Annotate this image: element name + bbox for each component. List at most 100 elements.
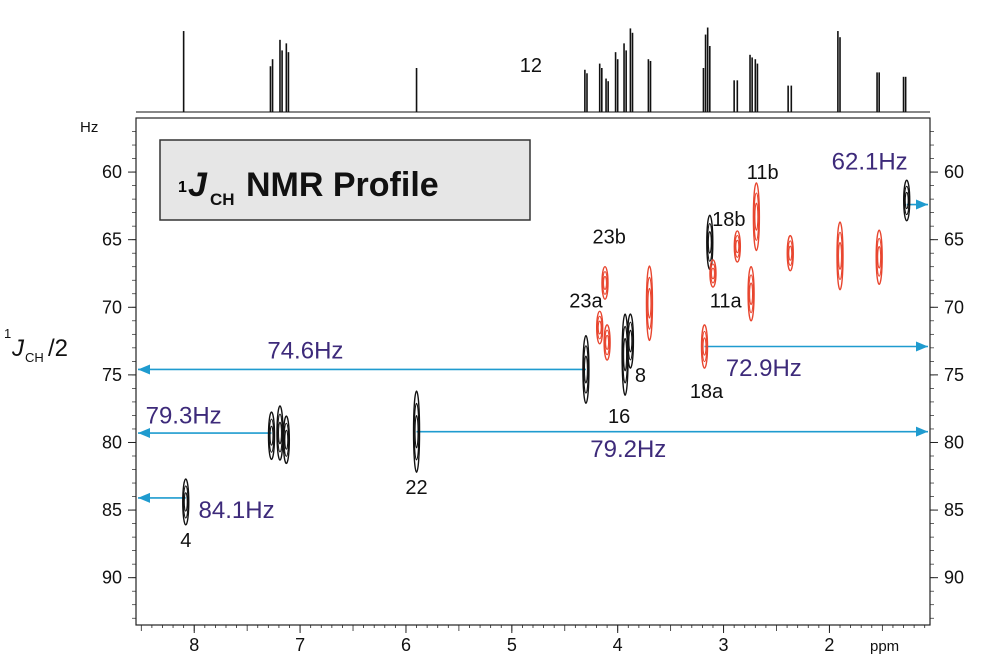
annotation-label: 11b (747, 162, 779, 184)
peak-contour (700, 324, 709, 369)
ylabel-subscript: CH (25, 350, 44, 365)
peak-contour (268, 418, 275, 453)
x-tick-label: 3 (719, 635, 729, 655)
peak-contour (836, 221, 844, 291)
cross-peak (603, 324, 611, 361)
coupling-arrow-head (916, 426, 928, 437)
peak-contour (603, 275, 607, 290)
cross-peak (747, 266, 755, 322)
peak-contour (903, 179, 911, 222)
y-tick-label-left: 70 (102, 297, 122, 317)
peak-contour (647, 287, 652, 319)
peak-contour (707, 231, 712, 254)
y-tick-label-right: 65 (944, 230, 964, 250)
y-tick-label-right: 60 (944, 162, 964, 182)
peak-contour (701, 330, 708, 363)
y-tick-label-left: 60 (102, 162, 122, 182)
y-tick-label-left: 65 (102, 230, 122, 250)
y-tick-label-left: 90 (102, 568, 122, 588)
y-tick-label-right: 85 (944, 500, 964, 520)
cross-peak (645, 265, 654, 342)
peak-contour (605, 334, 610, 350)
peak-contour (837, 231, 843, 281)
peak-contour (748, 274, 754, 314)
cross-peak (752, 182, 761, 252)
peak-contour (603, 324, 611, 361)
cross-peak (276, 405, 284, 461)
y-tick-label-left: 80 (102, 432, 122, 452)
peak-contour (877, 245, 882, 269)
peak-label: 8 (635, 365, 646, 387)
peak-contour (626, 313, 635, 369)
cross-peak (582, 334, 590, 404)
ylabel-rest: /2 (48, 335, 68, 362)
peak-contour (595, 310, 604, 345)
peak-label: 4 (180, 530, 191, 552)
x-tick-label: 6 (401, 635, 411, 655)
ylabel-superscript: 1 (4, 326, 11, 341)
peak-contour (597, 320, 602, 335)
peak-contour (788, 245, 793, 261)
peak-contour (277, 413, 283, 453)
cross-peak (836, 221, 844, 291)
annotation-label: 11a (710, 290, 743, 312)
y-tick-label-right: 75 (944, 365, 964, 385)
cross-peak (595, 310, 604, 345)
cross-peak (709, 259, 717, 288)
peak-contour (182, 478, 190, 526)
peak-contour (278, 421, 282, 445)
peak-contour (735, 239, 740, 254)
peak-label: 16 (608, 406, 630, 428)
peak-contour (645, 265, 654, 342)
cross-peak (601, 266, 609, 300)
coupling-value-label: 79.3Hz (146, 402, 222, 429)
peak-contour (876, 237, 882, 277)
annotation-label: 12 (520, 55, 542, 77)
peak-contour (583, 345, 589, 394)
cross-peaks: 4 22 168 18a (180, 179, 911, 552)
peak-contour (604, 329, 610, 356)
peak-contour (753, 192, 760, 241)
coupling-value-label: 74.6Hz (267, 338, 343, 365)
peak-contour (786, 234, 794, 272)
peak-contour (583, 355, 588, 384)
annotation-label: 23b (593, 227, 626, 249)
peak-contour (646, 276, 653, 330)
peak-label: 22 (405, 477, 427, 499)
annotation-label: 18b (712, 209, 745, 231)
title-rest: NMR Profile (246, 166, 439, 204)
y-tick-label-right: 80 (944, 432, 964, 452)
peak-contour (787, 240, 793, 267)
cross-peak (875, 229, 883, 285)
y-tick-label-right: 70 (944, 297, 964, 317)
peak-contour (628, 329, 633, 353)
cross-peak (733, 230, 742, 263)
title-subscript: CH (210, 190, 235, 209)
cross-peak (282, 415, 291, 465)
title-main: J (188, 166, 208, 204)
coupling-value-label: 62.1Hz (832, 148, 908, 175)
proton-spectrum-1d (136, 27, 930, 113)
cross-peak (182, 478, 190, 526)
cross-peak (903, 179, 911, 222)
peak-contour (903, 185, 910, 216)
title-superscript: 1 (178, 179, 187, 196)
y-tick-label-left: 75 (102, 365, 122, 385)
peak-contour (752, 182, 761, 252)
cross-peak (267, 411, 276, 461)
cross-peak (412, 390, 421, 473)
coupling-arrow-head (916, 199, 928, 210)
x-tick-label: 4 (613, 635, 623, 655)
peak-contour (749, 282, 754, 306)
peak-contour (582, 334, 590, 404)
peak-contour (747, 266, 755, 322)
x-tick-label: 8 (189, 635, 199, 655)
coupling-arrows: 74.6Hz 79.3Hz 84.1Hz 79.2Hz 72.9Hz 62.1Hz (138, 148, 928, 524)
coupling-arrow-head (138, 364, 150, 375)
peak-contour (838, 241, 842, 270)
cross-peak (786, 234, 794, 272)
peak-contour (414, 414, 419, 449)
peak-contour (596, 315, 603, 340)
